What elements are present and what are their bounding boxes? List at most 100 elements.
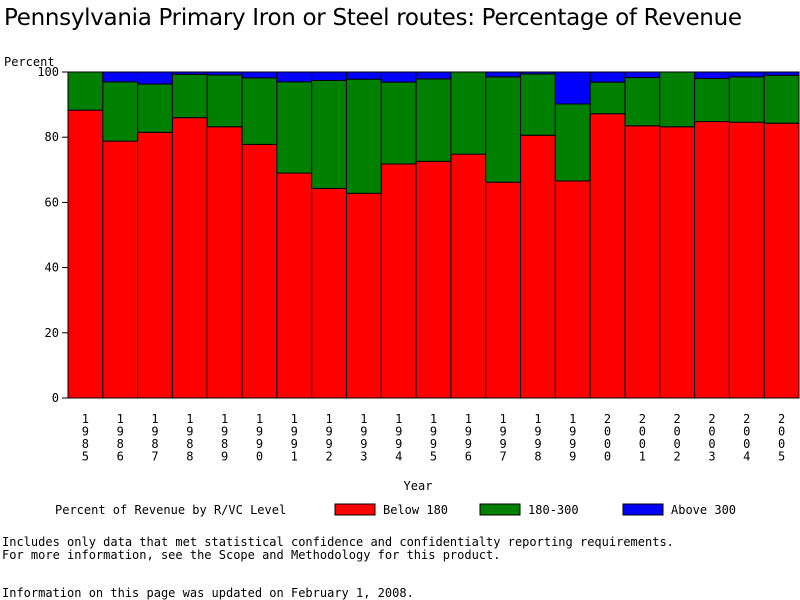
bar-2000-series-0 (589, 113, 626, 399)
bar-1997-series-2 (485, 71, 522, 78)
bar-2004-series-0 (728, 121, 765, 399)
bar-1999-series-2 (554, 71, 591, 105)
bar-1986-series-1 (102, 81, 139, 142)
bar-2000-series-2 (589, 71, 626, 83)
bar-1997-series-0 (485, 181, 522, 399)
y-tick-label: 80 (45, 130, 59, 144)
bar-1989-series-1 (206, 74, 243, 128)
bar-2001-series-1 (624, 77, 661, 127)
bar-1990-series-0 (241, 143, 278, 399)
bar-2003-series-0 (694, 121, 730, 399)
bar-1994-series-0 (380, 163, 417, 399)
y-tick-label: 0 (52, 391, 59, 405)
bar-1986-series-2 (102, 71, 139, 83)
bar-1992-series-2 (311, 71, 347, 81)
bar-1991-series-1 (276, 81, 313, 174)
bar-2002-series-1 (659, 71, 696, 128)
legend-swatch-0 (334, 503, 376, 516)
bar-2003-series-2 (694, 71, 730, 80)
y-tick-label: 20 (45, 326, 59, 340)
y-tick-label: 100 (37, 65, 59, 79)
footer-updated-date: Information on this page was updated on … (2, 586, 414, 600)
legend-swatch-1 (479, 503, 521, 516)
bar-2004-series-2 (728, 71, 765, 78)
bar-2002-series-0 (659, 126, 696, 399)
bar-1986-series-0 (102, 140, 139, 399)
bar-2001-series-2 (624, 71, 661, 79)
bar-1987-series-0 (137, 131, 173, 399)
legend-label-0: Below 180 (383, 503, 448, 517)
bar-1992-series-1 (311, 79, 347, 189)
bar-1995-series-1 (415, 78, 452, 162)
y-tick-label: 60 (45, 195, 59, 209)
bar-1994-series-2 (380, 71, 417, 83)
bars-group (67, 71, 800, 399)
bar-2004-series-1 (728, 76, 765, 123)
bar-1990-series-2 (241, 71, 278, 79)
bar-1988-series-0 (171, 117, 208, 399)
bar-1999-series-1 (554, 103, 591, 182)
footer-note-confidence: Includes only data that met statistical … (2, 535, 674, 549)
bar-1990-series-1 (241, 77, 278, 145)
legend-title: Percent of Revenue by R/VC Level (55, 503, 286, 517)
legend-swatch-2 (622, 503, 664, 516)
bar-1985-series-1 (67, 71, 104, 111)
bar-1989-series-0 (206, 126, 243, 399)
bar-2005-series-2 (763, 71, 800, 76)
legend-label-1: 180-300 (528, 503, 579, 517)
y-axis-label: Percent (4, 55, 55, 69)
bar-1988-series-2 (171, 71, 208, 75)
bar-1998-series-2 (520, 71, 556, 75)
bar-1998-series-1 (520, 73, 556, 136)
bar-2003-series-1 (694, 78, 730, 123)
bar-1998-series-0 (520, 134, 556, 399)
footer-note-methodology: For more information, see the Scope and … (2, 548, 501, 562)
bar-1997-series-1 (485, 76, 522, 183)
bar-2005-series-0 (763, 122, 800, 399)
bar-1993-series-0 (345, 192, 382, 399)
bar-1991-series-0 (276, 172, 313, 399)
bar-1993-series-2 (345, 71, 382, 80)
bar-1994-series-1 (380, 81, 417, 165)
bar-1987-series-2 (137, 71, 173, 85)
legend-label-2: Above 300 (671, 503, 736, 517)
chart-title: Pennsylvania Primary Iron or Steel route… (4, 5, 742, 31)
bar-1996-series-0 (450, 153, 487, 399)
bar-1991-series-2 (276, 71, 313, 83)
bar-1995-series-0 (415, 160, 452, 399)
bar-2000-series-1 (589, 81, 626, 115)
x-axis: 1 9 8 5 1 9 8 6 1 9 8 7 1 9 8 8 1 9 8 9 1 9 9 0 1 9 9 1 1 9 9 2 1 9 9 3 1 9 9 4… (82, 412, 785, 464)
legend: Percent of Revenue by R/VC Level Below 1… (55, 503, 736, 517)
y-tick-label: 40 (45, 261, 59, 275)
bar-1985-series-0 (67, 109, 104, 399)
bar-1989-series-2 (206, 71, 243, 76)
y-axis: 0 20 40 60 80 100 (37, 65, 799, 405)
bar-1992-series-0 (311, 187, 347, 399)
bar-1996-series-1 (450, 71, 487, 155)
bar-1995-series-2 (415, 71, 452, 80)
bar-1999-series-0 (554, 180, 591, 399)
bar-1987-series-1 (137, 83, 173, 133)
